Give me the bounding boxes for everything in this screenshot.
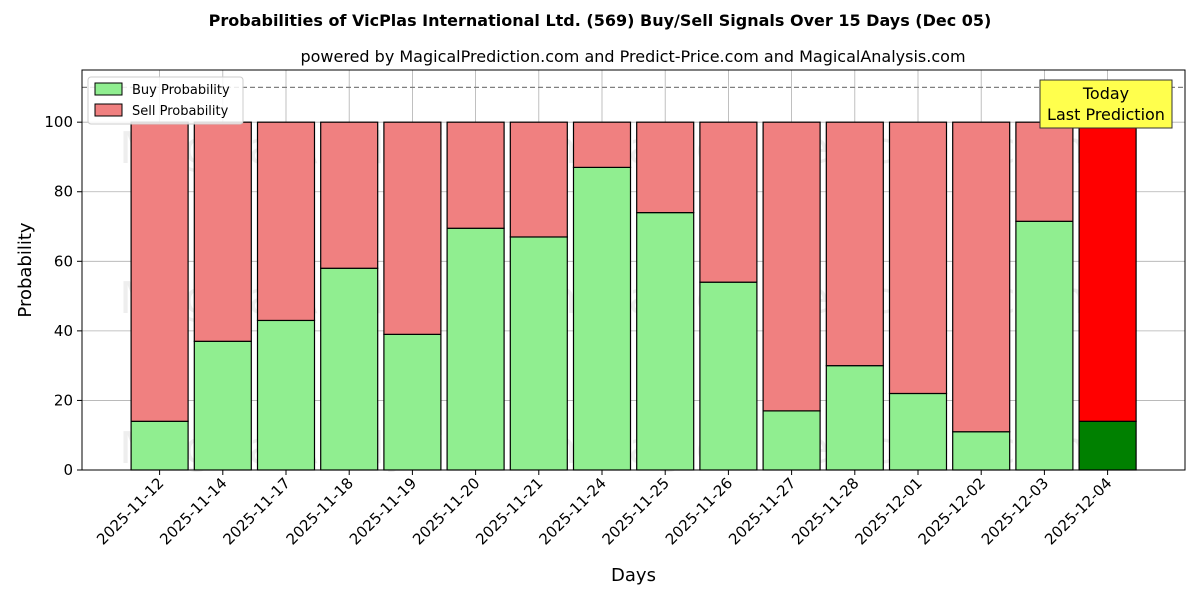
bar-sell	[952, 121, 1011, 433]
x-tick-label: 2025-11-26	[662, 474, 736, 548]
plot-frame	[81, 69, 1186, 471]
bar-sell	[509, 121, 568, 238]
x-tick-label: 2025-12-04	[1041, 474, 1115, 548]
bar-sell	[1015, 121, 1074, 222]
bar-sell	[636, 121, 695, 214]
legend: Buy Probability Sell Probability	[87, 76, 244, 125]
today-annotation: Today Last Prediction	[1039, 79, 1173, 129]
x-tick-label: 2025-11-24	[535, 474, 609, 548]
y-tick-label: 100	[44, 113, 73, 131]
x-tick-label: 2025-12-01	[851, 474, 925, 548]
x-tick-label: 2025-12-03	[978, 474, 1052, 548]
y-tick-label: 40	[54, 322, 73, 340]
bar-buy	[572, 166, 632, 471]
x-tick-label: 2025-11-27	[725, 474, 799, 548]
x-tick-label: 2025-11-19	[346, 474, 420, 548]
x-tick-label: 2025-11-17	[219, 474, 293, 548]
bar-buy	[762, 410, 821, 471]
bar-buy	[130, 420, 189, 471]
bar-sell	[320, 121, 379, 269]
legend-box	[87, 76, 244, 125]
x-tick-label: 2025-11-20	[409, 474, 483, 548]
chart-subtitle: powered by MagicalPrediction.com and Pre…	[300, 47, 965, 66]
bar-sell	[888, 121, 948, 395]
bar-buy	[1078, 420, 1137, 471]
bar-buy	[888, 392, 948, 471]
x-tick-label: 2025-11-28	[788, 474, 862, 548]
bar-buy	[193, 340, 252, 471]
bar-buy	[320, 267, 379, 471]
chart-title: Probabilities of VicPlas International L…	[209, 11, 992, 30]
bar-buy	[383, 333, 442, 471]
y-tick-label: 20	[54, 391, 73, 409]
bar-sell	[193, 121, 252, 342]
bar-sell	[130, 121, 189, 422]
x-axis: 2025-11-122025-11-142025-11-172025-11-18…	[93, 470, 1115, 548]
bar-buy	[446, 227, 505, 471]
bar-buy	[952, 431, 1011, 471]
bar-sell	[762, 121, 821, 412]
x-tick-label: 2025-11-14	[156, 474, 230, 548]
bar-buy	[1015, 220, 1074, 471]
legend-swatch-sell	[94, 103, 123, 117]
y-axis-label: Probability	[15, 222, 36, 317]
bar-sell	[825, 121, 884, 367]
bar-sell	[446, 121, 505, 229]
bar-sell	[572, 121, 632, 168]
bar-sell	[256, 121, 316, 322]
y-tick-label: 0	[63, 461, 73, 479]
bar-buy	[636, 212, 695, 471]
bar-buy	[825, 365, 884, 471]
annotation-box	[1039, 79, 1173, 129]
y-axis: 0 20 40 60 80 100	[44, 113, 82, 479]
bar-buy	[699, 281, 758, 471]
x-tick-label: 2025-11-18	[283, 474, 357, 548]
y-tick-label: 60	[54, 252, 73, 270]
x-tick-label: 2025-11-21	[472, 474, 546, 548]
annotation-line1: Today	[1082, 84, 1129, 103]
bar-sell	[1078, 121, 1137, 422]
legend-label-sell: Sell Probability	[132, 104, 229, 119]
bar-sell	[699, 121, 758, 283]
x-tick-label: 2025-11-12	[93, 474, 167, 548]
legend-swatch-buy	[94, 82, 123, 96]
x-axis-label: Days	[611, 565, 656, 586]
legend-label-buy: Buy Probability	[132, 83, 230, 98]
bar-sell	[383, 121, 442, 335]
x-tick-label: 2025-12-02	[915, 474, 989, 548]
y-tick-label: 80	[54, 183, 73, 201]
annotation-line2: Last Prediction	[1047, 105, 1165, 124]
bar-buy	[509, 236, 568, 471]
x-tick-label: 2025-11-25	[599, 474, 673, 548]
bars	[130, 121, 1137, 471]
bar-buy	[256, 319, 316, 471]
